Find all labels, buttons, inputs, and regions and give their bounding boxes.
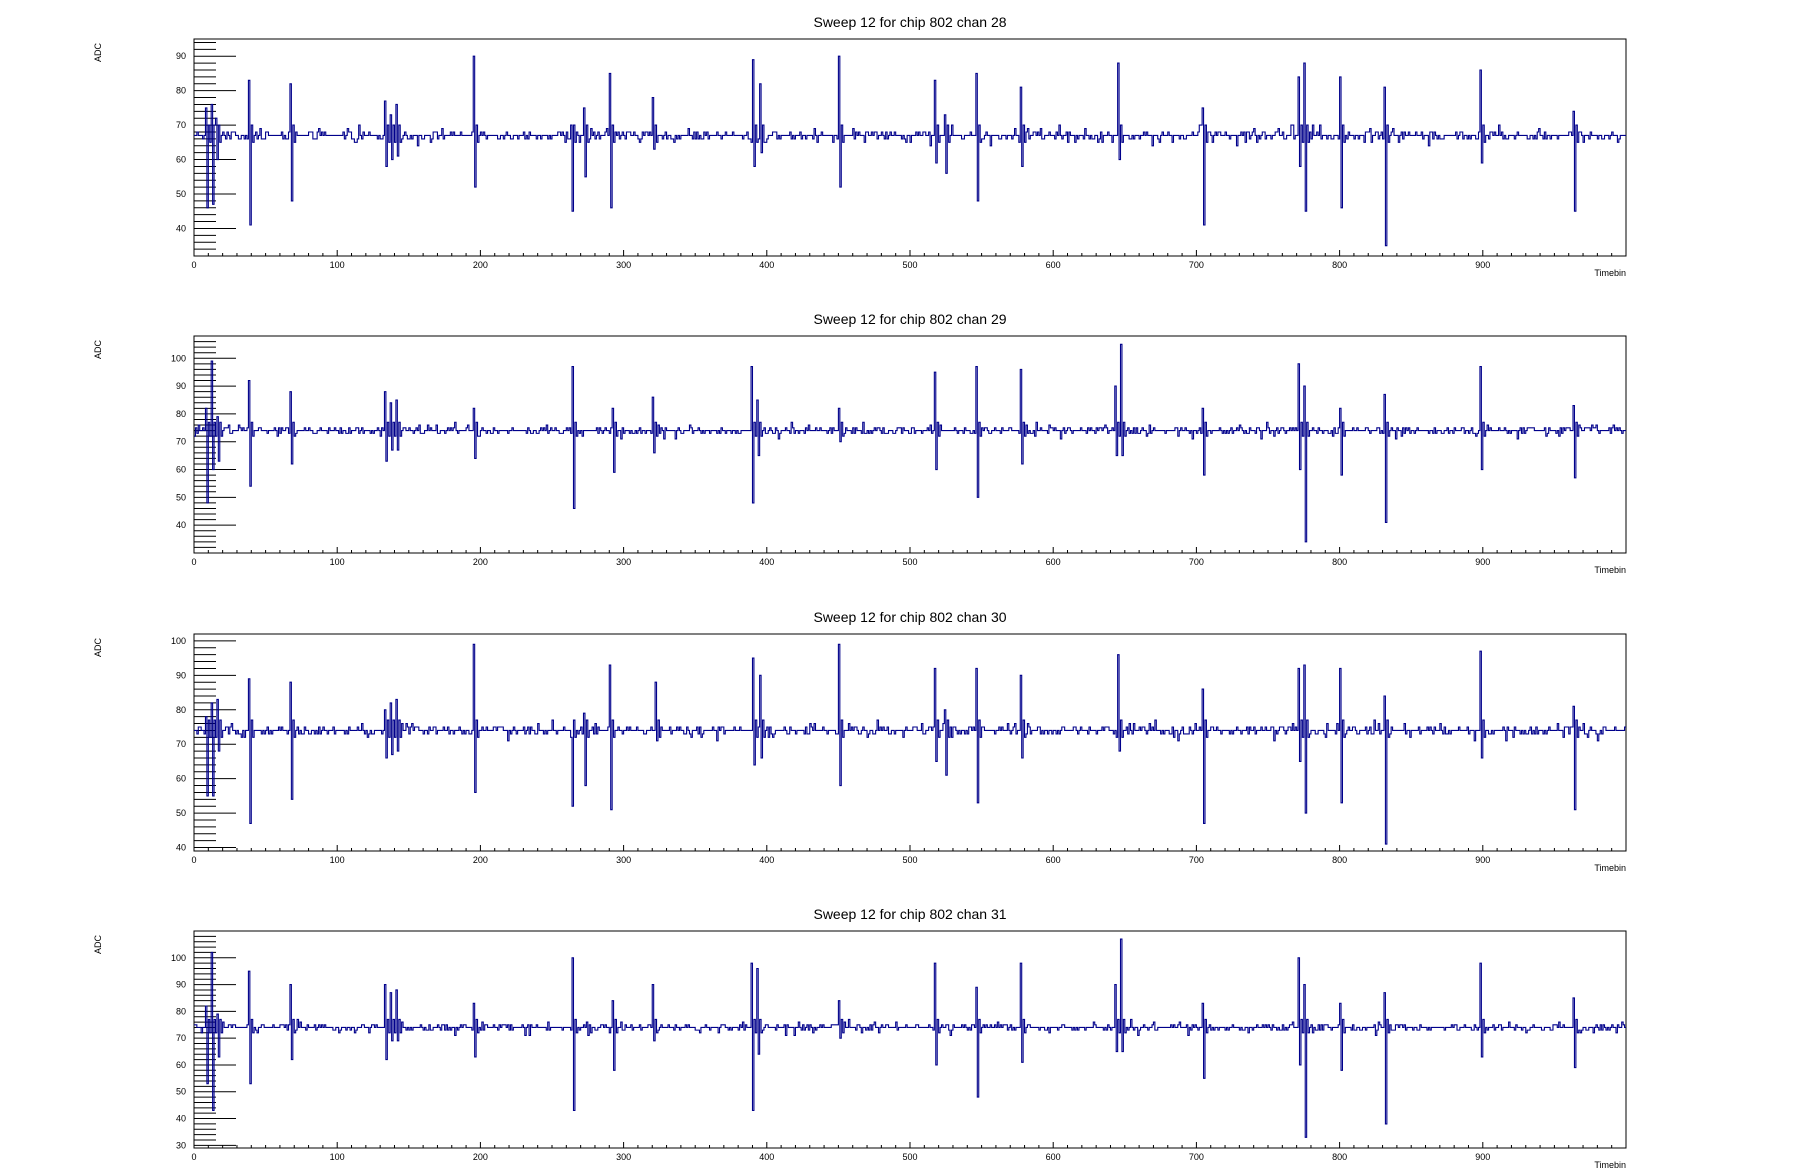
chart-panel: Sweep 12 for chip 802 chan 30 ADC Timebin 4… (93, 609, 1627, 873)
y-axis-label: ADC (93, 638, 103, 658)
x-tick-label: 100 (330, 260, 345, 270)
y-tick-label: 30 (176, 1140, 186, 1150)
y-tick-label: 70 (176, 1033, 186, 1043)
x-tick-label: 300 (616, 260, 631, 270)
plot-frame (193, 633, 1627, 852)
x-axis-label: Timebin (1594, 863, 1626, 873)
x-tick-label: 600 (1046, 855, 1061, 865)
x-tick-label: 500 (902, 1152, 917, 1162)
y-tick-label: 70 (176, 437, 186, 447)
y-tick-label: 80 (176, 86, 186, 96)
y-axis-label: ADC (93, 43, 103, 63)
x-tick-label: 200 (473, 260, 488, 270)
x-tick-label: 0 (191, 855, 196, 865)
y-tick-label: 50 (176, 492, 186, 502)
x-tick-label: 400 (759, 855, 774, 865)
y-tick-label: 40 (176, 1114, 186, 1124)
y-tick-label: 80 (176, 1006, 186, 1016)
y-tick-label: 50 (176, 808, 186, 818)
x-tick-label: 200 (473, 557, 488, 567)
x-tick-label: 800 (1332, 260, 1347, 270)
chart-panel: Sweep 12 for chip 802 chan 29 ADC Timebin 4… (93, 311, 1627, 575)
x-tick-label: 700 (1189, 260, 1204, 270)
x-tick-label: 900 (1475, 557, 1490, 567)
y-tick-label: 70 (176, 120, 186, 130)
adc-series-line (194, 938, 1626, 1138)
x-tick-label: 600 (1046, 1152, 1061, 1162)
x-tick-label: 300 (616, 557, 631, 567)
y-tick-label: 100 (171, 953, 186, 963)
y-tick-label: 80 (176, 705, 186, 715)
y-tick-label: 90 (176, 381, 186, 391)
y-tick-label: 40 (176, 520, 186, 530)
chart-title: Sweep 12 for chip 802 chan 29 (813, 311, 1006, 327)
x-tick-label: 200 (473, 1152, 488, 1162)
x-tick-label: 200 (473, 855, 488, 865)
x-tick-label: 100 (330, 557, 345, 567)
y-tick-label: 40 (176, 223, 186, 233)
chart-title: Sweep 12 for chip 802 chan 31 (813, 906, 1006, 922)
x-tick-label: 800 (1332, 1152, 1347, 1162)
x-tick-label: 600 (1046, 260, 1061, 270)
x-tick-label: 0 (191, 1152, 196, 1162)
chart-panel: Sweep 12 for chip 802 chan 31 ADC Timebin 3… (93, 906, 1627, 1170)
chart-title: Sweep 12 for chip 802 chan 28 (813, 14, 1006, 30)
y-tick-label: 60 (176, 465, 186, 475)
x-tick-label: 500 (902, 855, 917, 865)
adc-series-line (194, 343, 1626, 543)
y-tick-label: 70 (176, 739, 186, 749)
plot-frame (193, 930, 1627, 1149)
x-tick-label: 100 (330, 1152, 345, 1162)
x-tick-label: 0 (191, 557, 196, 567)
x-tick-label: 700 (1189, 855, 1204, 865)
x-axis-label: Timebin (1594, 565, 1626, 575)
y-tick-label: 60 (176, 1060, 186, 1070)
y-tick-label: 80 (176, 409, 186, 419)
x-tick-label: 800 (1332, 855, 1347, 865)
x-tick-label: 700 (1189, 1152, 1204, 1162)
x-tick-label: 500 (902, 557, 917, 567)
y-tick-label: 90 (176, 670, 186, 680)
y-tick-label: 50 (176, 189, 186, 199)
x-tick-label: 400 (759, 557, 774, 567)
y-axis-label: ADC (93, 935, 103, 955)
y-axis-label: ADC (93, 340, 103, 360)
x-tick-label: 900 (1475, 260, 1490, 270)
x-tick-label: 0 (191, 260, 196, 270)
x-tick-label: 300 (616, 1152, 631, 1162)
x-tick-label: 600 (1046, 557, 1061, 567)
chart-panel: Sweep 12 for chip 802 chan 28 ADC Timebin 4… (93, 14, 1627, 278)
x-tick-label: 300 (616, 855, 631, 865)
y-tick-label: 50 (176, 1087, 186, 1097)
x-tick-label: 900 (1475, 855, 1490, 865)
x-axis-label: Timebin (1594, 1160, 1626, 1170)
y-tick-label: 100 (171, 636, 186, 646)
adc-series-line (194, 643, 1626, 845)
plot-frame (193, 335, 1627, 554)
y-tick-label: 90 (176, 980, 186, 990)
x-tick-label: 100 (330, 855, 345, 865)
y-tick-label: 60 (176, 155, 186, 165)
y-tick-label: 40 (176, 843, 186, 853)
plot-frame (193, 38, 1627, 257)
x-tick-label: 800 (1332, 557, 1347, 567)
y-tick-label: 60 (176, 774, 186, 784)
y-tick-label: 100 (171, 353, 186, 363)
adc-series-line (194, 55, 1626, 247)
x-tick-label: 700 (1189, 557, 1204, 567)
x-tick-label: 500 (902, 260, 917, 270)
x-axis-label: Timebin (1594, 268, 1626, 278)
x-tick-label: 900 (1475, 1152, 1490, 1162)
y-tick-label: 90 (176, 51, 186, 61)
x-tick-label: 400 (759, 1152, 774, 1162)
x-tick-label: 400 (759, 260, 774, 270)
chart-title: Sweep 12 for chip 802 chan 30 (813, 609, 1006, 625)
